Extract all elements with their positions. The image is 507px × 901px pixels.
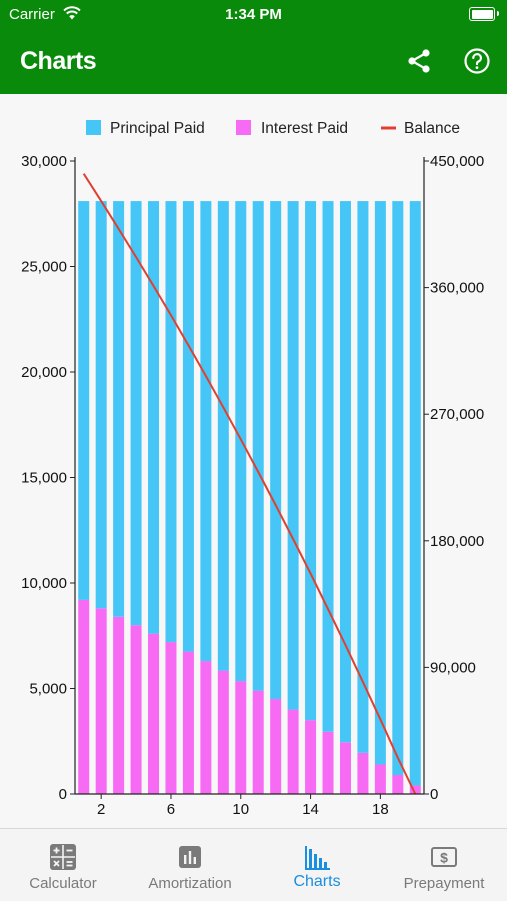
balance-line bbox=[82, 173, 417, 795]
tab-prepayment[interactable]: $ Prepayment bbox=[381, 829, 507, 901]
principal-bar bbox=[252, 201, 264, 691]
legend-interest-label: Interest Paid bbox=[261, 120, 348, 137]
principal-bar bbox=[95, 201, 107, 609]
legend-balance-swatch bbox=[381, 126, 396, 130]
interest-bar bbox=[409, 785, 421, 794]
tab-amortization[interactable]: Amortization bbox=[127, 829, 253, 901]
principal-bar bbox=[217, 201, 229, 671]
interest-bar bbox=[252, 690, 264, 794]
calculator-icon bbox=[50, 844, 76, 870]
tab-calculator-label: Calculator bbox=[29, 875, 97, 892]
help-circle-icon[interactable] bbox=[462, 46, 492, 76]
right-tick-label: 450,000 bbox=[430, 153, 484, 170]
right-tick-label: 270,000 bbox=[430, 406, 484, 423]
clock: 1:34 PM bbox=[225, 6, 282, 23]
left-tick-label: 25,000 bbox=[21, 259, 67, 276]
x-tick-label: 18 bbox=[372, 801, 389, 818]
principal-bar bbox=[78, 201, 90, 600]
principal-bar bbox=[322, 201, 334, 732]
dollar-icon: $ bbox=[431, 847, 457, 867]
x-tick-label: 10 bbox=[232, 801, 249, 818]
navigation-bar: Charts bbox=[0, 28, 507, 94]
interest-bar bbox=[270, 699, 282, 794]
left-tick-label: 15,000 bbox=[21, 470, 67, 487]
principal-bar bbox=[148, 201, 160, 634]
interest-bar bbox=[130, 625, 142, 794]
principal-bar bbox=[305, 201, 317, 721]
interest-bar bbox=[322, 731, 334, 794]
left-tick-label: 5,000 bbox=[29, 681, 67, 698]
right-tick-label: 180,000 bbox=[430, 533, 484, 550]
legend-principal-label: Principal Paid bbox=[110, 120, 205, 137]
interest-bar bbox=[339, 742, 351, 794]
interest-bar bbox=[217, 670, 229, 794]
interest-bar bbox=[182, 651, 194, 794]
legend-principal-swatch bbox=[86, 120, 101, 135]
left-tick-label: 20,000 bbox=[21, 364, 67, 381]
interest-bar bbox=[165, 642, 177, 794]
interest-bar bbox=[148, 633, 160, 794]
principal-bar bbox=[374, 201, 386, 765]
status-bar: Carrier 1:34 PM bbox=[0, 0, 507, 28]
right-tick-label: 90,000 bbox=[430, 659, 476, 676]
bar-chart-icon bbox=[179, 846, 201, 868]
charts-icon bbox=[305, 846, 330, 870]
tab-charts-label: Charts bbox=[293, 873, 341, 890]
wifi-icon bbox=[63, 6, 81, 20]
tab-prepayment-label: Prepayment bbox=[403, 875, 485, 892]
principal-bar bbox=[130, 201, 142, 626]
principal-bar bbox=[287, 201, 299, 710]
amortization-chart: 0 5,000 10,000 15,000 20,000 25,000 30,000 0 90,… bbox=[21, 120, 484, 818]
principal-bar bbox=[409, 201, 421, 786]
principal-bar bbox=[357, 201, 369, 753]
battery-icon bbox=[469, 7, 499, 21]
interest-bar bbox=[305, 720, 317, 794]
share-icon[interactable] bbox=[404, 46, 434, 76]
principal-bar bbox=[182, 201, 194, 652]
interest-bar bbox=[200, 661, 212, 794]
x-tick-label: 14 bbox=[302, 801, 319, 818]
interest-bar bbox=[113, 616, 125, 794]
right-tick-label: 360,000 bbox=[430, 280, 484, 297]
interest-bar bbox=[287, 709, 299, 794]
tab-bar: Calculator Amortization Charts $ Prepaym… bbox=[0, 828, 507, 901]
carrier-label: Carrier bbox=[9, 6, 55, 23]
chart-area: 0 5,000 10,000 15,000 20,000 25,000 30,000 0 90,… bbox=[0, 94, 507, 828]
legend-balance-label: Balance bbox=[404, 120, 460, 137]
interest-bar bbox=[78, 599, 90, 794]
principal-bar bbox=[270, 201, 282, 700]
legend-interest-swatch bbox=[236, 120, 251, 135]
principal-bar bbox=[339, 201, 351, 743]
interest-bar bbox=[235, 681, 247, 794]
x-tick-label: 2 bbox=[97, 801, 105, 818]
right-tick-label: 0 bbox=[430, 786, 438, 803]
tab-charts[interactable]: Charts bbox=[254, 829, 380, 901]
principal-bar bbox=[165, 201, 177, 643]
interest-bar bbox=[357, 752, 369, 794]
principal-bar bbox=[392, 201, 404, 776]
svg-text:$: $ bbox=[440, 850, 448, 866]
x-tick-label: 6 bbox=[167, 801, 175, 818]
left-tick-label: 0 bbox=[59, 786, 67, 803]
interest-bar bbox=[374, 764, 386, 794]
interest-bar bbox=[95, 608, 107, 794]
tab-calculator[interactable]: Calculator bbox=[0, 829, 126, 901]
principal-bar bbox=[200, 201, 212, 662]
left-tick-label: 10,000 bbox=[21, 575, 67, 592]
tab-amortization-label: Amortization bbox=[148, 875, 232, 892]
principal-bar bbox=[113, 201, 125, 617]
page-title: Charts bbox=[20, 47, 97, 75]
left-tick-label: 30,000 bbox=[21, 153, 67, 170]
interest-bar bbox=[392, 775, 404, 794]
